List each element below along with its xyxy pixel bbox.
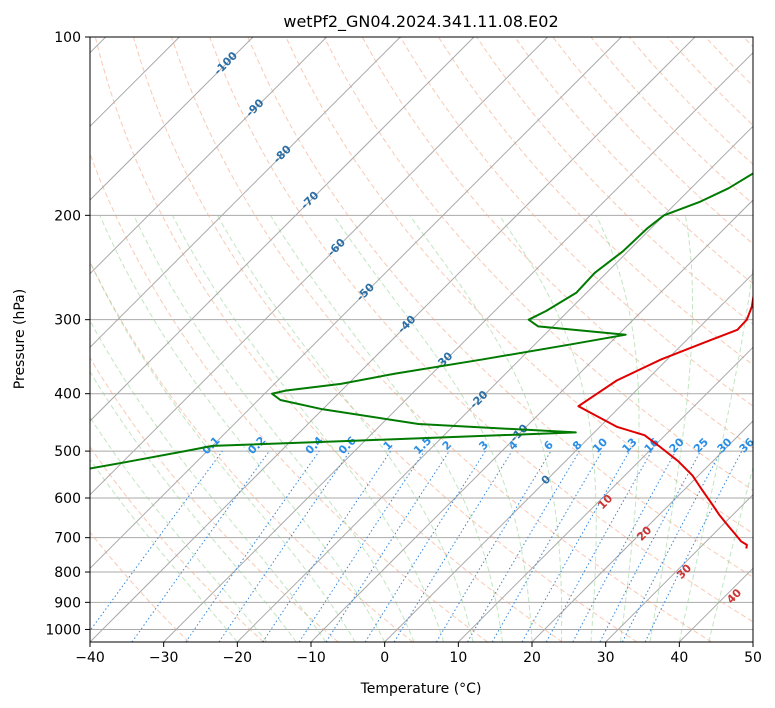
y-tick-label: 700 [54,531,81,547]
y-axis-label: Pressure (hPa) [12,289,28,389]
y-tick-label: 900 [54,595,81,611]
x-tick-label: 30 [597,650,615,666]
mixing-ratio-line [131,450,270,642]
chart-title: wetPf2_GN04.2024.341.11.08.E02 [283,12,558,32]
moist-adiabat [90,260,356,642]
mixing-ratio-line [521,450,630,642]
dry-adiabat [90,446,264,642]
temperature-profile [577,292,753,549]
isotherm [90,37,254,201]
moist-adiabat [90,370,297,642]
isotherm [90,37,622,570]
moist-adiabat [133,215,415,642]
isotherm [90,37,475,422]
isotherm [605,493,753,642]
y-tick-label: 600 [54,491,81,507]
dry-adiabat [209,37,753,623]
x-tick-label: −40 [75,650,105,666]
isotherm [90,37,549,496]
isotherm [236,125,753,642]
isotherm [90,37,401,349]
x-axis-label: Temperature (°C) [360,681,482,697]
moist-adiabat [99,215,386,642]
x-tick-label: 40 [670,650,688,666]
y-tick-label: 200 [54,208,81,224]
moist-adiabat [269,215,503,642]
isotherm [531,420,753,642]
dry-adiabat [361,37,753,449]
moist-adiabat [172,215,445,642]
y-tick-label: 300 [54,313,81,329]
mixing-ratio-line [262,450,392,642]
y-tick-label: 800 [54,565,81,581]
plot-frame [89,36,754,643]
mixing-ratio-line [393,450,513,642]
moist-adiabat [409,215,563,642]
x-tick-label: −10 [296,650,326,666]
mixing-ratio-line [572,450,677,642]
dry-adiabat [90,531,190,642]
background-lines [90,37,753,642]
x-tick-label: 20 [523,650,541,666]
x-tick-label: −30 [149,650,179,666]
dry-adiabat [285,37,753,535]
x-tick-label: 10 [449,650,467,666]
isotherm [163,51,753,642]
moist-adiabat [649,215,693,642]
moist-adiabat [498,215,597,642]
y-axis: 100 200 300 400 500 600 700 800 900 1000 [45,30,90,638]
y-tick-label: 1000 [45,622,81,638]
x-tick-label: 0 [380,650,389,666]
x-axis: −40 −30 −20 −10 0 10 20 30 40 50 [75,642,762,666]
dry-adiabat [247,37,753,578]
isotherm [90,37,696,642]
dewpoint-profile [90,172,753,470]
mixing-ratio-line [644,450,743,642]
mixing-ratio-line [545,450,653,642]
isotherm [384,272,753,642]
dry-adiabat [94,37,563,642]
mixing-ratio-line [185,450,320,642]
dry-adiabat [399,37,753,407]
mixing-ratio-line [90,450,223,632]
dry-adiabat [323,37,753,491]
dry-adiabat [132,37,638,642]
moist-adiabat [90,416,268,642]
dry-adiabat [90,356,339,642]
dry-adiabat [171,37,712,642]
mixing-ratio-line [298,450,425,642]
sounding-series [90,172,753,549]
dry-adiabat [90,152,488,642]
dry-adiabat [514,37,753,285]
isotherm [310,199,753,642]
y-tick-label: 400 [54,387,81,403]
isotherm [90,37,328,275]
y-tick-label: 100 [54,30,81,46]
y-tick-label: 500 [54,444,81,460]
moist-adiabat [90,319,327,642]
moist-adiabat [678,264,753,642]
isotherm [457,346,753,642]
mixing-ratio-line [218,450,351,642]
moist-adiabat [595,215,640,642]
moist-adiabat [708,465,753,642]
mixing-ratio-line [325,450,450,642]
x-tick-label: −20 [223,650,253,666]
dry-adiabat [437,37,753,366]
x-tick-label: 50 [744,650,762,666]
moist-adiabat [90,458,238,642]
